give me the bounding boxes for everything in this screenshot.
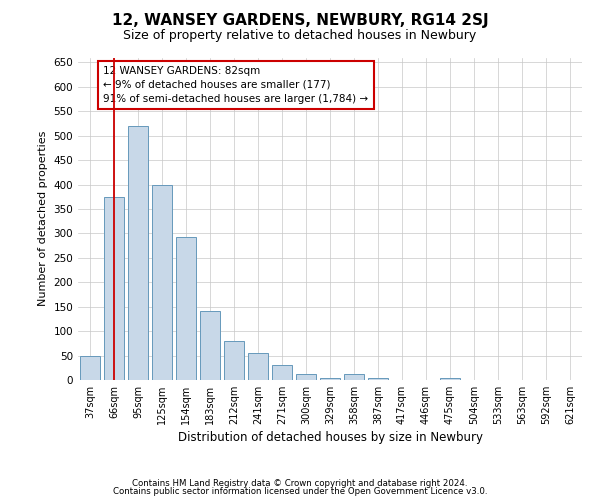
Bar: [224, 341, 244, 380]
Bar: [152, 184, 172, 380]
Text: Size of property relative to detached houses in Newbury: Size of property relative to detached ho…: [124, 29, 476, 42]
Bar: [176, 237, 196, 380]
Text: Contains HM Land Registry data © Crown copyright and database right 2024.: Contains HM Land Registry data © Crown c…: [132, 478, 468, 488]
Bar: [128, 126, 148, 380]
Bar: [248, 353, 268, 380]
Bar: [272, 366, 292, 380]
X-axis label: Distribution of detached houses by size in Newbury: Distribution of detached houses by size …: [178, 431, 482, 444]
Text: 12 WANSEY GARDENS: 82sqm
← 9% of detached houses are smaller (177)
91% of semi-d: 12 WANSEY GARDENS: 82sqm ← 9% of detache…: [103, 66, 368, 104]
Bar: [440, 378, 460, 380]
Bar: [320, 378, 340, 380]
Text: Contains public sector information licensed under the Open Government Licence v3: Contains public sector information licen…: [113, 487, 487, 496]
Y-axis label: Number of detached properties: Number of detached properties: [38, 131, 48, 306]
Bar: [80, 356, 100, 380]
Bar: [200, 310, 220, 380]
Bar: [344, 374, 364, 380]
Bar: [296, 374, 316, 380]
Bar: [368, 378, 388, 380]
Bar: [104, 197, 124, 380]
Text: 12, WANSEY GARDENS, NEWBURY, RG14 2SJ: 12, WANSEY GARDENS, NEWBURY, RG14 2SJ: [112, 12, 488, 28]
